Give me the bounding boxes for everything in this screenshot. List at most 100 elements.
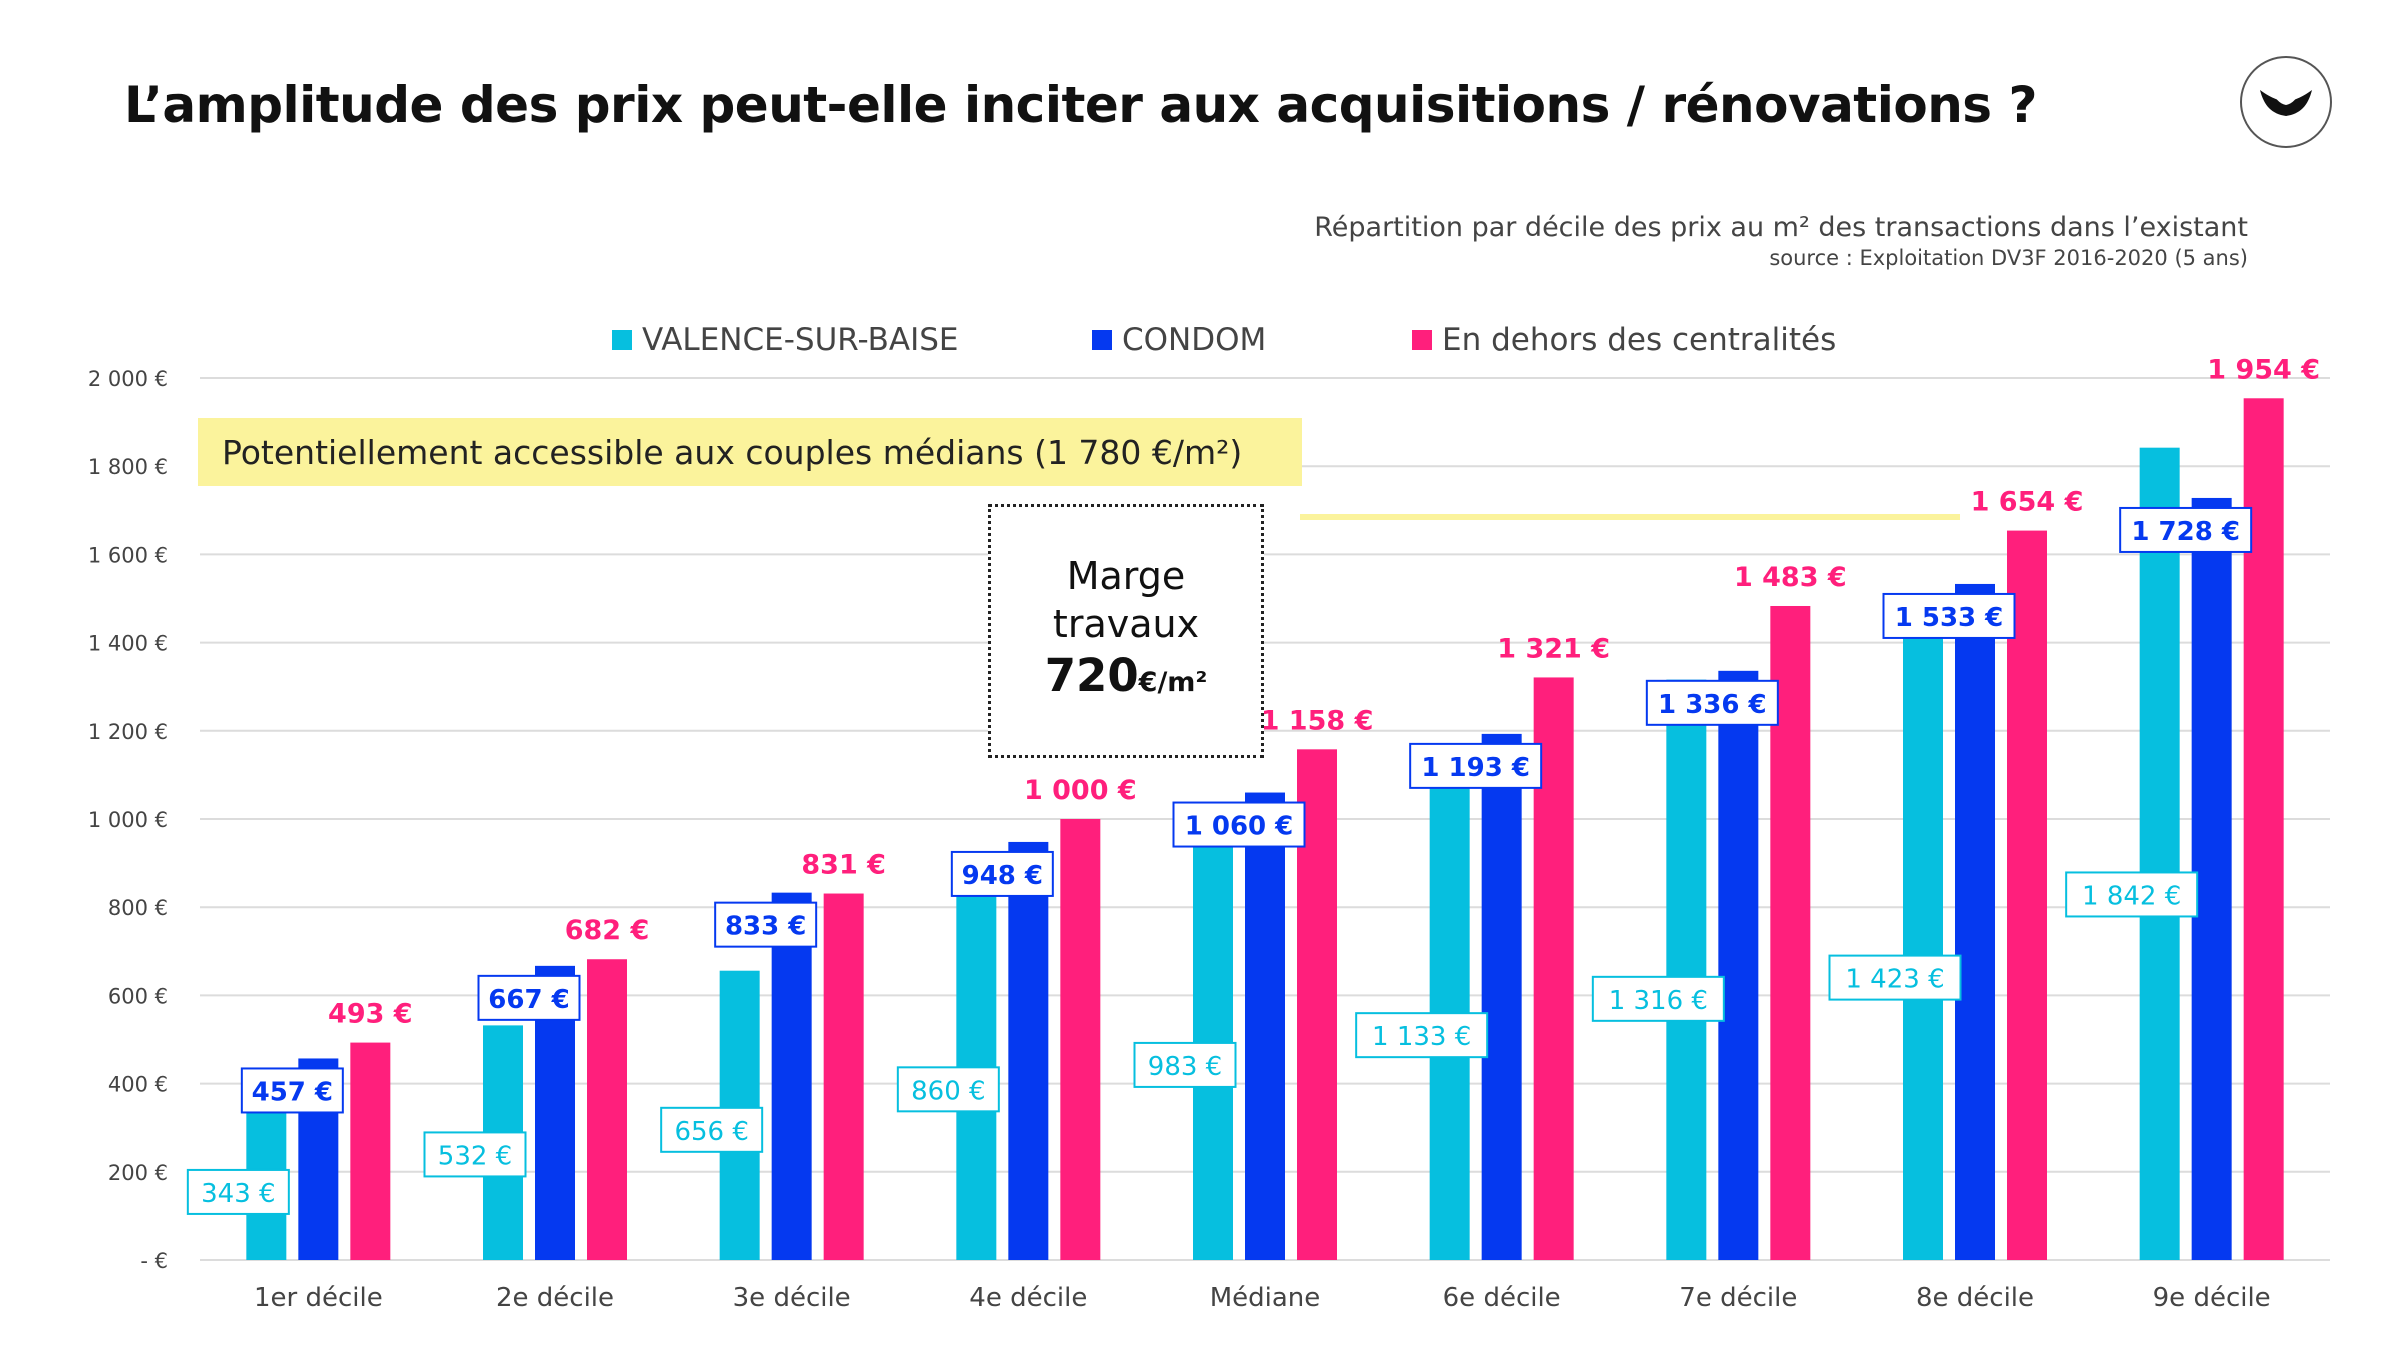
data-label-condom-box: [477, 974, 581, 1021]
legend-item-hors: En dehors des centralités: [1412, 322, 1836, 358]
y-tick-label: 1 400 €: [88, 632, 168, 656]
x-tick-label: 8e décile: [1916, 1283, 2034, 1313]
bar-condom: [1718, 670, 1759, 1260]
data-label-valence-box: [2065, 871, 2199, 918]
chart-subtitle: Répartition par décile des prix au m² de…: [1314, 212, 2248, 243]
x-tick-label: Médiane: [1210, 1283, 1321, 1313]
data-label-valence: 1 316 €: [1609, 986, 1708, 1016]
legend-label-condom: CONDOM: [1122, 322, 1267, 358]
legend-item-condom: CONDOM: [1092, 322, 1266, 358]
data-label-condom-box: [1645, 679, 1779, 726]
data-label-condom: 1 728 €: [2131, 517, 2240, 547]
data-label-condom: 1 336 €: [1658, 690, 1767, 720]
marge-unit: €/m²: [1138, 666, 1208, 698]
data-label-valence: 532 €: [438, 1141, 512, 1171]
x-tick-label: 1er décile: [254, 1283, 383, 1313]
data-label-condom-box: [1882, 592, 2016, 639]
data-label-condom: 667 €: [488, 985, 569, 1015]
data-label-valence: 1 423 €: [1845, 965, 1944, 995]
threshold-label: Potentiellement accessible aux couples m…: [222, 432, 1243, 472]
data-label-condom: 1 193 €: [1421, 753, 1530, 783]
x-tick-label: 2e décile: [496, 1283, 614, 1313]
bar-condom: [1955, 583, 1995, 1260]
data-label-valence: 1 842 €: [2082, 881, 2181, 911]
bar-condom: [771, 892, 812, 1260]
y-tick-label: 400 €: [108, 1073, 168, 1097]
bar-hors: [2007, 530, 2047, 1260]
y-tick-label: 1 600 €: [88, 543, 168, 567]
y-tick-label: 600 €: [108, 984, 168, 1008]
y-tick-label: 200 €: [108, 1161, 168, 1185]
leaf-logo-icon: [2260, 88, 2312, 116]
data-label-condom: 1 060 €: [1185, 812, 1294, 842]
data-label-valence-box: [660, 1106, 764, 1153]
data-label-condom-box: [1409, 742, 1543, 789]
legend-label-valence: VALENCE-SUR-BAISE: [642, 322, 959, 358]
data-label-hors: 1 321 €: [1497, 633, 1610, 664]
brand-logo: [2240, 56, 2332, 148]
data-label-hors: 831 €: [801, 850, 886, 881]
data-label-hors: 1 954 €: [2207, 354, 2320, 385]
data-label-valence: 343 €: [201, 1179, 275, 1209]
data-label-valence: 983 €: [1148, 1052, 1222, 1082]
x-tick-label: 3e décile: [733, 1283, 851, 1313]
data-label-condom-box: [950, 850, 1054, 897]
bar-hors: [350, 1042, 391, 1260]
bar-condom: [1245, 792, 1285, 1260]
data-label-condom: 457 €: [252, 1077, 333, 1107]
data-label-condom-box: [240, 1067, 344, 1114]
marge-value-line: 720€/m²: [1045, 648, 1208, 711]
data-label-condom: 948 €: [962, 861, 1043, 891]
bar-condom: [1481, 733, 1522, 1260]
legend-swatch-condom: [1092, 330, 1112, 350]
data-label-valence-box: [186, 1168, 290, 1215]
data-label-hors: 1 000 €: [1024, 775, 1137, 806]
data-label-hors: 1 158 €: [1261, 705, 1374, 736]
data-label-hors: 493 €: [328, 999, 413, 1030]
data-label-condom-box: [1172, 801, 1306, 848]
data-label-condom: 833 €: [725, 912, 806, 942]
y-tick-label: 1 200 €: [88, 720, 168, 744]
data-label-condom-box: [2119, 506, 2253, 553]
data-label-hors: 1 483 €: [1734, 562, 1847, 593]
bar-valence: [2139, 447, 2180, 1261]
marge-travaux-box: Marge travaux 720€/m²: [988, 504, 1264, 758]
chart-source: source : Exploitation DV3F 2016-2020 (5 …: [1769, 246, 2248, 270]
bar-hors: [587, 959, 627, 1260]
x-tick-label: 6e décile: [1443, 1283, 1561, 1313]
data-label-valence-box: [1591, 975, 1725, 1022]
x-tick-label: 7e décile: [1679, 1283, 1797, 1313]
bar-hors: [823, 893, 864, 1260]
legend-swatch-valence: [612, 330, 632, 350]
bar-valence: [1429, 760, 1470, 1260]
bar-valence: [1903, 632, 1943, 1260]
legend-item-valence: VALENCE-SUR-BAISE: [612, 322, 959, 358]
data-label-valence-box: [1133, 1041, 1237, 1088]
data-label-hors: 682 €: [565, 915, 650, 946]
data-label-condom: 1 533 €: [1895, 603, 2004, 633]
data-label-condom-box: [714, 901, 818, 948]
y-tick-label: 1 000 €: [88, 808, 168, 832]
page-title: L’amplitude des prix peut-elle inciter a…: [124, 76, 2037, 134]
bar-condom: [2191, 497, 2232, 1260]
data-label-valence-box: [896, 1066, 1000, 1113]
data-label-hors: 1 654 €: [1971, 487, 2084, 518]
data-label-valence: 1 133 €: [1372, 1022, 1471, 1052]
data-label-valence-box: [1355, 1012, 1489, 1059]
data-label-valence-box: [423, 1131, 527, 1178]
x-tick-label: 4e décile: [969, 1283, 1087, 1313]
data-label-valence: 860 €: [911, 1076, 985, 1106]
y-tick-label: 800 €: [108, 896, 168, 920]
y-tick-label: 2 000 €: [88, 367, 168, 391]
x-tick-label: 9e décile: [2153, 1283, 2271, 1313]
data-label-valence-box: [1828, 954, 1962, 1001]
y-tick-label: 1 800 €: [88, 455, 168, 479]
legend-swatch-hors: [1412, 330, 1432, 350]
marge-line2: travaux: [1052, 601, 1200, 646]
legend-label-hors: En dehors des centralités: [1442, 322, 1837, 358]
bar-hors: [1060, 819, 1101, 1260]
bar-valence: [1666, 679, 1707, 1260]
marge-line1: Marge: [1066, 553, 1186, 598]
threshold-label-band: Potentiellement accessible aux couples m…: [198, 418, 1302, 486]
